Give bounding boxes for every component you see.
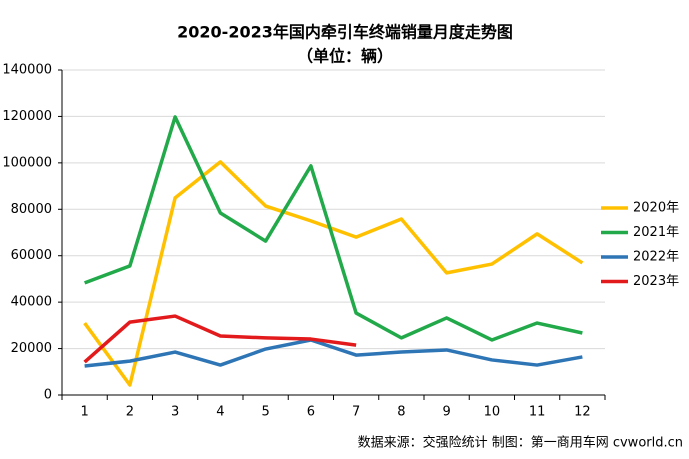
x-tick-label: 11 [529,405,546,420]
x-tick-label: 7 [352,405,360,420]
series-line [83,160,584,387]
series-line [84,338,583,368]
series-line [84,115,583,342]
x-tick-label: 12 [574,405,591,420]
x-tick-label: 1 [80,405,88,420]
x-tick-label: 9 [442,405,450,420]
x-tick-label: 8 [397,405,405,420]
y-tick-label: 140000 [2,63,52,78]
chart-subtitle: （单位：辆） [297,47,393,66]
series-line [83,314,357,364]
y-tick-label: 120000 [2,109,52,124]
y-tick-label: 80000 [11,202,52,217]
y-tick-label: 20000 [11,341,52,356]
source-note: 数据来源：交强险统计 制图：第一商用车网 cvworld.cn [358,435,683,451]
y-tick-label: 40000 [11,295,52,310]
legend-label: 2020年 [633,201,679,216]
legend-label: 2023年 [633,274,679,289]
y-tick-label: 0 [44,388,52,403]
y-tick-label: 100000 [2,155,52,170]
legend-label: 2022年 [633,250,679,265]
x-tick-label: 4 [216,405,224,420]
y-tick-label: 60000 [11,248,52,263]
x-tick-label: 10 [484,405,501,420]
x-tick-label: 2 [126,405,134,420]
x-tick-label: 3 [171,405,179,420]
x-tick-label: 5 [261,405,269,420]
legend-label: 2021年 [633,225,679,240]
x-tick-label: 6 [307,405,315,420]
chart-title: 2020-2023年国内牵引车终端销量月度走势图 [177,23,513,42]
